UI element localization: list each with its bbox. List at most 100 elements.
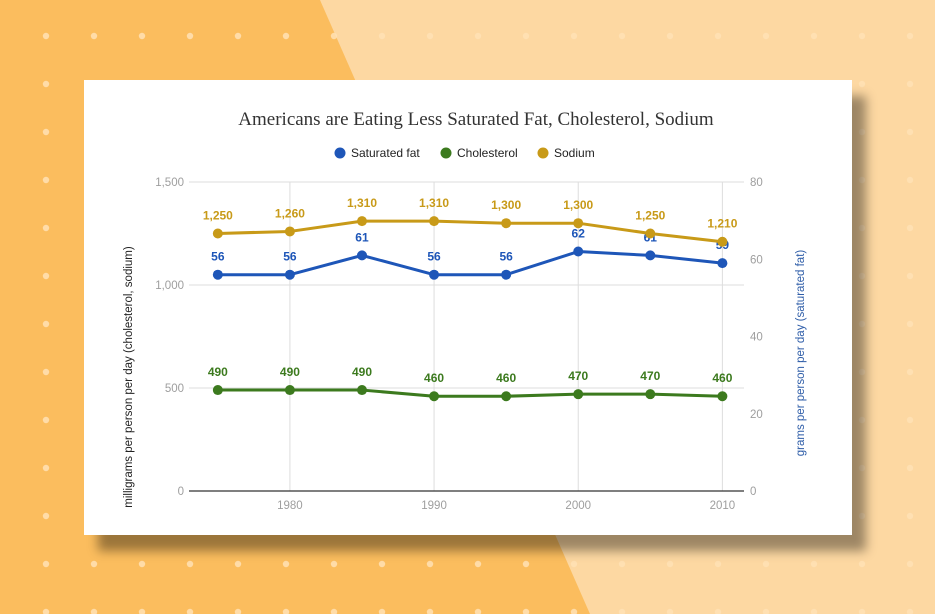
- background-dot: [858, 32, 866, 40]
- data-point: [645, 250, 656, 261]
- background-dot: [762, 32, 770, 40]
- background-dot: [42, 560, 50, 568]
- background-dot: [42, 464, 50, 472]
- background-dot: [858, 464, 866, 472]
- legend-label: Sodium: [554, 146, 595, 160]
- data-label: 470: [640, 369, 660, 383]
- background-dot: [618, 560, 626, 568]
- data-point: [212, 385, 223, 396]
- data-label: 1,250: [635, 209, 665, 223]
- background-dot: [906, 560, 914, 568]
- background-dot: [906, 320, 914, 328]
- background-dot: [714, 608, 722, 614]
- x-tick-label: 2010: [710, 500, 736, 512]
- data-label: 56: [283, 250, 297, 264]
- data-point: [356, 250, 367, 261]
- data-label: 1,300: [563, 198, 593, 212]
- right-y-tick-label: 80: [750, 177, 763, 189]
- right-axis-title: grams per person per day (saturated fat): [795, 250, 807, 457]
- background-dot: [378, 32, 386, 40]
- right-y-tick-label: 0: [750, 486, 756, 498]
- data-point: [356, 216, 367, 227]
- data-label: 460: [424, 371, 444, 385]
- background-dot: [906, 272, 914, 280]
- background-dot: [810, 32, 818, 40]
- background-dot: [858, 608, 866, 614]
- background-dot: [906, 512, 914, 520]
- data-label: 1,250: [203, 209, 233, 223]
- background-dot: [90, 608, 98, 614]
- data-series: 5656615656626159490490490460460470470460…: [203, 196, 738, 402]
- data-point: [284, 269, 295, 280]
- background-dot: [858, 416, 866, 424]
- data-point: [645, 389, 656, 400]
- background-dot: [810, 560, 818, 568]
- legend-label: Saturated fat: [351, 146, 420, 160]
- background-dot: [666, 608, 674, 614]
- background-dot: [234, 608, 242, 614]
- background-dot: [714, 560, 722, 568]
- data-point: [717, 391, 728, 402]
- background-dot: [330, 608, 338, 614]
- right-y-tick-label: 60: [750, 254, 763, 266]
- left-y-tick-label: 1,500: [155, 177, 184, 189]
- background-dot: [858, 512, 866, 520]
- data-point: [717, 236, 728, 247]
- data-point: [429, 216, 440, 227]
- data-point: [501, 391, 512, 402]
- data-point: [429, 391, 440, 402]
- background-dot: [618, 608, 626, 614]
- background-dot: [90, 32, 98, 40]
- line-chart: Americans are Eating Less Saturated Fat,…: [123, 109, 807, 512]
- background-dot: [858, 80, 866, 88]
- background-dot: [90, 560, 98, 568]
- data-label: 1,310: [419, 196, 449, 210]
- data-point: [573, 218, 584, 229]
- background-dot: [858, 320, 866, 328]
- background-dot: [42, 368, 50, 376]
- background-dot: [186, 608, 194, 614]
- background-dot: [282, 608, 290, 614]
- background-dot: [762, 608, 770, 614]
- data-point: [501, 218, 512, 229]
- background-dot: [42, 80, 50, 88]
- background-dot: [186, 32, 194, 40]
- background-dot: [858, 176, 866, 184]
- data-label: 56: [211, 250, 225, 264]
- data-label: 490: [352, 365, 372, 379]
- x-tick-label: 1980: [277, 500, 303, 512]
- data-point: [717, 258, 728, 269]
- data-label: 490: [208, 365, 228, 379]
- left-y-tick-label: 500: [165, 383, 184, 395]
- background-dot: [858, 224, 866, 232]
- left-y-tick-label: 1,000: [155, 280, 184, 292]
- background-dot: [138, 32, 146, 40]
- background-dot: [810, 608, 818, 614]
- data-label: 460: [712, 371, 732, 385]
- background-dot: [378, 608, 386, 614]
- background-dot: [426, 32, 434, 40]
- background-dot: [42, 176, 50, 184]
- background-dot: [282, 560, 290, 568]
- background-dot: [906, 128, 914, 136]
- background-dot: [858, 272, 866, 280]
- background-dot: [618, 32, 626, 40]
- background-dot: [42, 32, 50, 40]
- data-point: [284, 226, 295, 237]
- x-tick-label: 1990: [421, 500, 447, 512]
- background-dot: [42, 512, 50, 520]
- data-point: [573, 246, 584, 257]
- background-dot: [378, 560, 386, 568]
- background-dot: [522, 32, 530, 40]
- axis-ticks: 0 500 1,000 1,500 0 20 40 60 80 1980 1990 2000 2010: [155, 177, 763, 512]
- background-dot: [42, 128, 50, 136]
- background-dot: [474, 608, 482, 614]
- chart-title: Americans are Eating Less Saturated Fat,…: [238, 109, 714, 130]
- data-label: 490: [280, 365, 300, 379]
- data-point: [284, 385, 295, 396]
- background-dot: [474, 32, 482, 40]
- background-dot: [906, 416, 914, 424]
- background-dot: [42, 416, 50, 424]
- chart-legend: Saturated fat Cholesterol Sodium: [334, 146, 595, 160]
- background-dot: [426, 560, 434, 568]
